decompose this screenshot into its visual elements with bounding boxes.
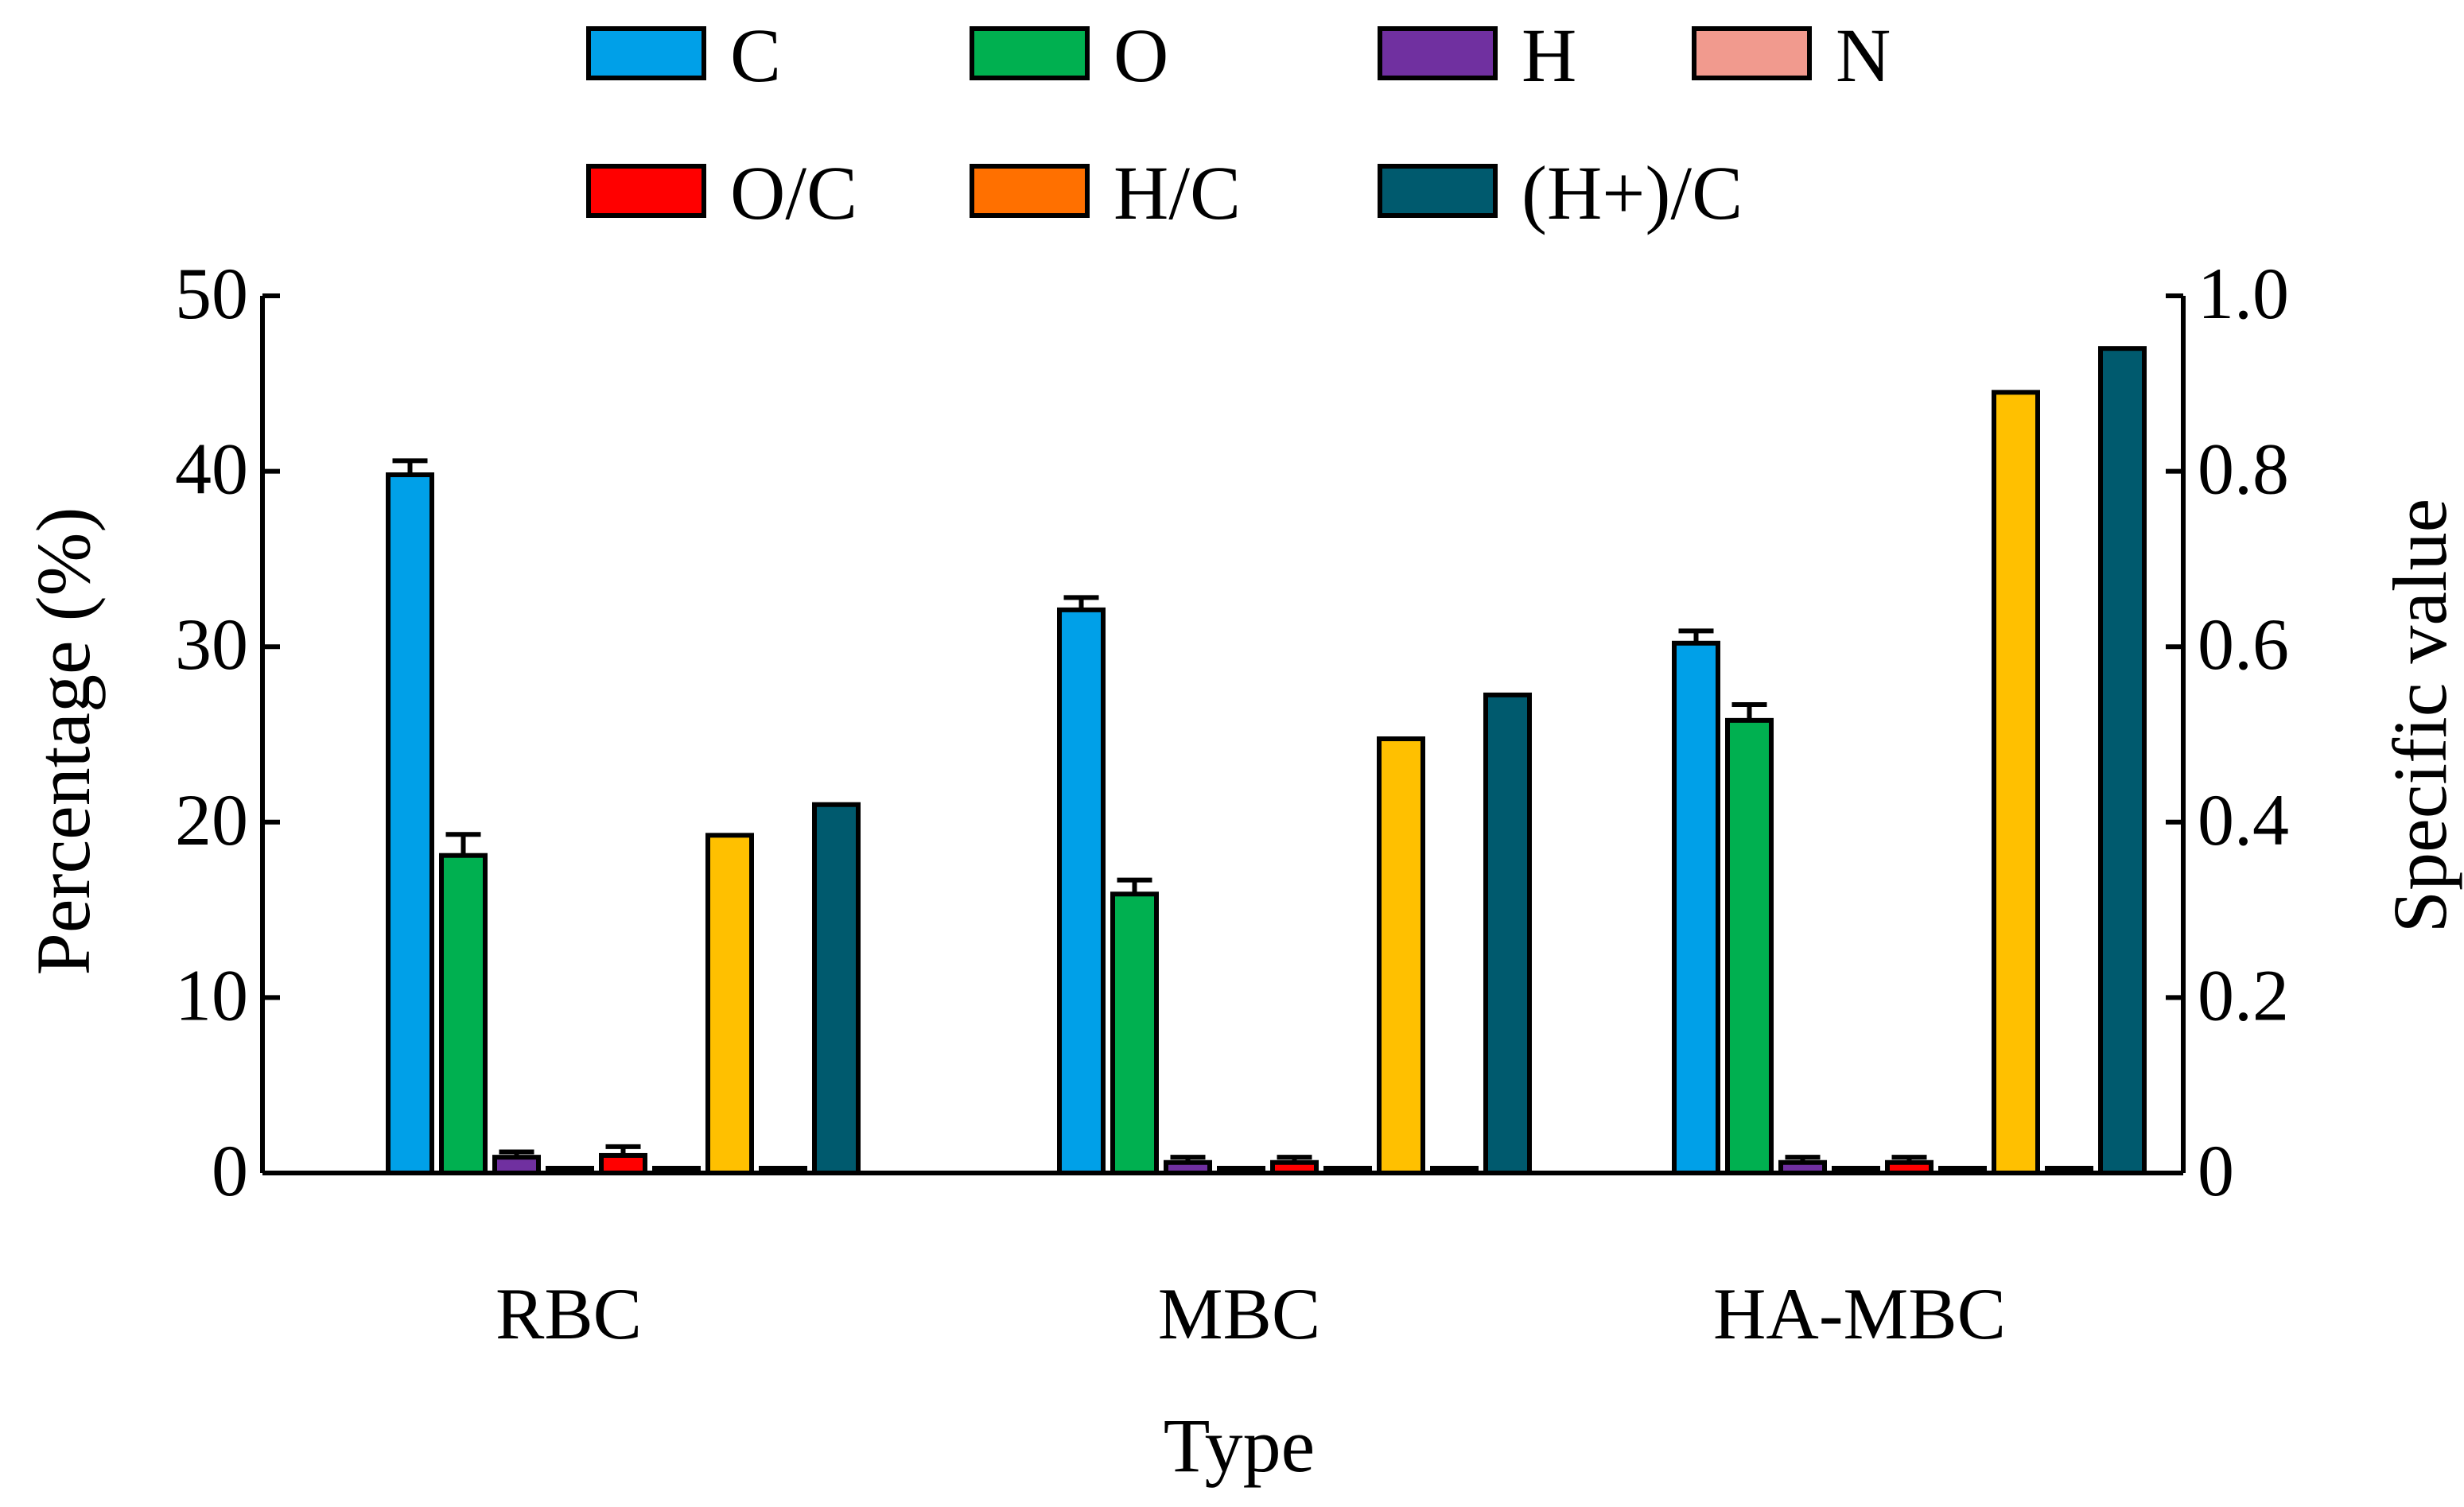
legend: C O H N O/C H/C (H+)/C [586,13,1891,235]
bar-HA-MBC-1 [1725,717,1774,1175]
right-tick-label: 0.4 [2198,779,2289,860]
y-axis-label: Percentage (%) [21,507,106,976]
right-tick-label: 1.0 [2198,253,2289,334]
legend-label-5: H/C [1113,150,1241,235]
bar-HA-MBC-0 [1672,640,1720,1175]
left-tick-label: 40 [175,429,248,510]
legend-swatch-5 [970,164,1090,218]
right-tick-label: 0.8 [2198,429,2289,510]
left-tick-label: 50 [175,253,248,334]
bar-RBC-4 [599,1152,647,1175]
category-label-MBC: MBC [1158,1273,1321,1354]
y2-axis-label: Specific value [2377,499,2462,933]
legend-swatch-1 [970,26,1090,80]
left-tick-label: 10 [175,954,248,1035]
x-axis-label: Type [1164,1403,1316,1488]
legend-swatch-4 [586,164,706,218]
legend-label-6: (H+)/C [1522,150,1743,235]
bar-MBC-8 [1483,692,1532,1175]
bar-RBC-8 [812,802,861,1175]
right-tick-label: 0.2 [2198,954,2289,1035]
legend-label-2: H [1522,13,1576,98]
legend-swatch-3 [1692,26,1812,80]
ticks: 0 10 20 30 40 50 0 0.2 0.4 0.6 0.8 1.0 [175,253,2289,1211]
legend-label-1: O [1113,13,1168,98]
bar-HA-MBC-8 [2098,346,2147,1175]
right-tick-label: 0.6 [2198,604,2289,685]
bar-RBC-0 [386,472,434,1175]
bar-MBC-1 [1110,891,1159,1175]
left-tick-label: 0 [212,1130,248,1211]
bar-HA-MBC-6 [1992,390,2040,1175]
bars [386,346,2147,1176]
category-label-HA-MBC: HA-MBC [1713,1273,2006,1354]
legend-swatch-6 [1378,164,1498,218]
bar-MBC-0 [1057,607,1106,1175]
axes [260,296,2186,1175]
left-tick-label: 30 [175,604,248,685]
category-label-RBC: RBC [496,1273,642,1354]
bar-MBC-6 [1377,736,1425,1175]
left-tick-label: 20 [175,779,248,860]
right-tick-label: 0 [2198,1130,2234,1211]
legend-label-3: N [1836,13,1891,98]
legend-label-4: O/C [730,150,857,235]
legend-label-0: C [730,13,781,98]
bar-RBC-6 [705,833,754,1175]
bar-RBC-1 [439,853,488,1175]
legend-swatch-0 [586,26,706,80]
category-labels: RBC MBC HA-MBC [496,1273,2006,1354]
legend-swatch-2 [1378,26,1498,80]
